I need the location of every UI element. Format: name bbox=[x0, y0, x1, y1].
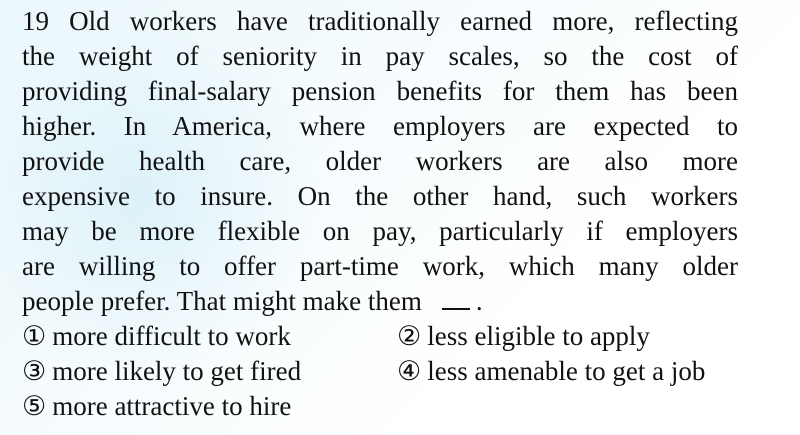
choice-number: ④ bbox=[397, 356, 422, 386]
answer-choices: ① more difficult to work ② less eligible t… bbox=[22, 319, 762, 424]
background-watermark bbox=[0, 20, 320, 380]
answer-blank bbox=[441, 290, 470, 310]
passage-line: expensive to insure. On the other hand, … bbox=[22, 181, 738, 211]
choice-5[interactable]: ⑤ more attractive to hire bbox=[22, 389, 397, 424]
choice-number: ① bbox=[22, 321, 47, 351]
choice-text: more difficult to work bbox=[52, 321, 291, 351]
passage-line: are willing to offer part-time work, whi… bbox=[22, 251, 738, 281]
passage-line: 19 Old workers have traditionally earned… bbox=[22, 6, 738, 36]
question-passage: 19 Old workers have traditionally earned… bbox=[22, 4, 738, 319]
passage-line: higher. In America, where employers are … bbox=[22, 111, 738, 141]
passage-line: people prefer. That might make them bbox=[22, 286, 422, 316]
choice-row: ③ more likely to get fired ④ less amenable… bbox=[22, 354, 762, 389]
choice-row: ① more difficult to work ② less eligible t… bbox=[22, 319, 762, 354]
choice-text: less amenable to get a job bbox=[427, 356, 706, 386]
choice-text: more likely to get fired bbox=[52, 356, 302, 386]
choice-3[interactable]: ③ more likely to get fired bbox=[22, 354, 397, 389]
passage-line: providing final-salary pension benefits … bbox=[22, 76, 738, 106]
choice-text: more attractive to hire bbox=[52, 391, 292, 421]
choice-4[interactable]: ④ less amenable to get a job bbox=[397, 354, 705, 389]
end-punctuation: . bbox=[475, 286, 483, 316]
choice-2[interactable]: ② less eligible to apply bbox=[397, 319, 650, 354]
passage-line: provide health care, older workers are a… bbox=[22, 146, 738, 176]
choice-number: ② bbox=[397, 321, 422, 351]
choice-text: less eligible to apply bbox=[427, 321, 650, 351]
passage-line: may be more flexible on pay, particularl… bbox=[22, 216, 738, 246]
choice-number: ⑤ bbox=[22, 391, 47, 421]
passage-line: the weight of seniority in pay scales, s… bbox=[22, 41, 738, 71]
passage-last-line: people prefer. That might make them. bbox=[22, 284, 738, 319]
choice-row: ⑤ more attractive to hire bbox=[22, 389, 762, 424]
choice-number: ③ bbox=[22, 356, 47, 386]
choice-1[interactable]: ① more difficult to work bbox=[22, 319, 397, 354]
